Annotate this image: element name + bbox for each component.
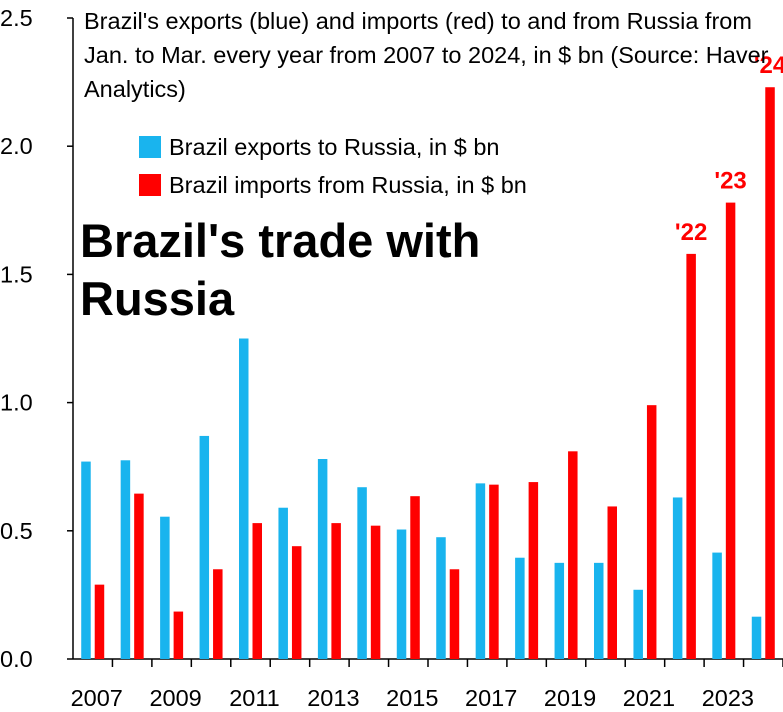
legend-label-imports: Brazil imports from Russia, in $ bn [169, 171, 527, 198]
x-tick-label: 2023 [702, 685, 754, 711]
legend-item-exports: Brazil exports to Russia, in $ bn [139, 128, 527, 166]
export-bar-2021 [633, 589, 643, 659]
x-tick-label: 2009 [149, 685, 201, 711]
x-tick-label: 2013 [307, 685, 359, 711]
export-bar-2024 [751, 616, 762, 659]
chart-title: Brazil's trade with Russia [80, 214, 481, 325]
import-bar-2024 [765, 87, 775, 659]
x-tick-label: 2017 [465, 685, 517, 711]
import-bar-2022 [686, 253, 696, 659]
import-bar-2015 [410, 496, 420, 659]
export-bar-2016 [436, 537, 446, 659]
import-bar-2014 [370, 525, 381, 659]
import-bar-2020 [607, 506, 617, 659]
import-bar-2012 [291, 546, 302, 659]
export-bar-2018 [515, 557, 525, 659]
import-bar-2023 [725, 202, 736, 659]
x-tick-label: 2007 [71, 685, 123, 711]
legend-swatch-exports [139, 136, 161, 158]
export-bar-2017 [475, 483, 486, 659]
annotation-label: '22 [675, 219, 707, 246]
export-bar-2019 [554, 562, 565, 659]
annotation-label: '24 [754, 52, 783, 79]
import-bar-2017 [489, 484, 499, 659]
y-tick-label: 2.0 [0, 133, 33, 159]
export-bar-2020 [594, 562, 604, 659]
import-bar-2019 [568, 451, 578, 659]
import-bar-2009 [173, 611, 184, 659]
export-bar-2012 [278, 507, 288, 659]
y-tick-label: 0.5 [0, 518, 33, 544]
legend-swatch-imports [139, 174, 161, 196]
export-bar-2008 [120, 460, 131, 659]
import-bar-2011 [252, 523, 262, 659]
legend: Brazil exports to Russia, in $ bn Brazil… [139, 128, 527, 204]
import-bar-2008 [134, 493, 144, 659]
export-bar-2007 [81, 461, 91, 659]
export-bar-2009 [160, 516, 170, 659]
y-tick-label: 2.5 [0, 5, 33, 31]
export-bar-2011 [239, 338, 249, 659]
y-tick-label: 1.5 [0, 261, 33, 287]
import-bar-2018 [528, 482, 539, 659]
export-bar-2010 [199, 435, 210, 659]
x-tick-label: 2015 [386, 685, 438, 711]
y-tick-label: 0.0 [0, 646, 33, 672]
import-bar-2007 [94, 584, 105, 659]
export-bar-2022 [672, 497, 683, 659]
chart-subtitle: Brazil's exports (blue) and imports (red… [84, 8, 769, 102]
annotation-label: '23 [714, 168, 746, 195]
import-bar-2013 [331, 523, 341, 659]
x-tick-label: 2019 [544, 685, 596, 711]
legend-item-imports: Brazil imports from Russia, in $ bn [139, 166, 527, 204]
x-tick-label: 2011 [229, 685, 280, 711]
export-bar-2014 [357, 487, 367, 659]
export-bar-2015 [396, 529, 407, 659]
import-bar-2016 [449, 569, 460, 659]
legend-label-exports: Brazil exports to Russia, in $ bn [169, 133, 500, 160]
import-bar-2010 [213, 569, 223, 659]
x-tick-label: 2021 [623, 685, 675, 711]
import-bar-2021 [646, 405, 657, 659]
export-bar-2013 [317, 459, 328, 659]
export-bar-2023 [712, 552, 722, 659]
y-tick-label: 1.0 [0, 390, 33, 416]
